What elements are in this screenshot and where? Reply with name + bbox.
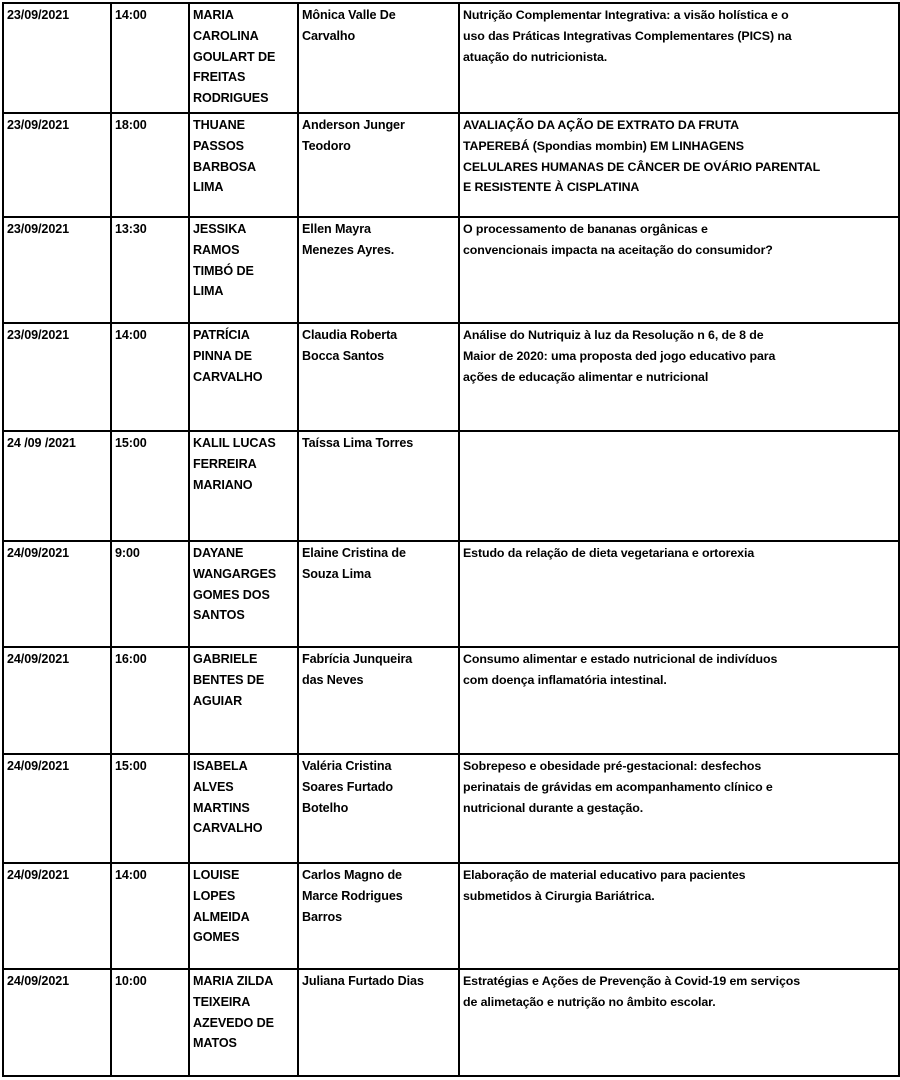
table-row: 23/09/2021 14:00 PATRÍCIA PINNA DE CARVA… bbox=[2, 322, 900, 432]
date-cell: 23/09/2021 bbox=[2, 112, 112, 218]
date-cell: 24/09/2021 bbox=[2, 862, 112, 970]
date-cell: 24/09/2021 bbox=[2, 753, 112, 864]
table-row: 24 /09 /2021 15:00 KALIL LUCAS FERREIRA … bbox=[2, 430, 900, 542]
title-cell: Nutrição Complementar Integrativa: a vis… bbox=[458, 2, 900, 114]
advisor-cell: Taíssa Lima Torres bbox=[297, 430, 460, 542]
student-cell: PATRÍCIA PINNA DE CARVALHO bbox=[188, 322, 299, 432]
time-cell: 14:00 bbox=[110, 322, 190, 432]
title-cell: Sobrepeso e obesidade pré-gestacional: d… bbox=[458, 753, 900, 864]
date-cell: 24/09/2021 bbox=[2, 646, 112, 755]
student-cell: GABRIELE BENTES DE AGUIAR bbox=[188, 646, 299, 755]
date-cell: 23/09/2021 bbox=[2, 322, 112, 432]
date-cell: 24/09/2021 bbox=[2, 968, 112, 1077]
date-cell: 23/09/2021 bbox=[2, 2, 112, 114]
student-cell: ISABELA ALVES MARTINS CARVALHO bbox=[188, 753, 299, 864]
title-cell: O processamento de bananas orgânicas e c… bbox=[458, 216, 900, 324]
title-cell: Elaboração de material educativo para pa… bbox=[458, 862, 900, 970]
table-row: 24/09/2021 16:00 GABRIELE BENTES DE AGUI… bbox=[2, 646, 900, 755]
table-row: 24/09/2021 14:00 LOUISE LOPES ALMEIDA GO… bbox=[2, 862, 900, 970]
time-cell: 9:00 bbox=[110, 540, 190, 648]
title-cell: AVALIAÇÃO DA AÇÃO DE EXTRATO DA FRUTA TA… bbox=[458, 112, 900, 218]
time-cell: 18:00 bbox=[110, 112, 190, 218]
student-cell: KALIL LUCAS FERREIRA MARIANO bbox=[188, 430, 299, 542]
time-cell: 14:00 bbox=[110, 862, 190, 970]
time-cell: 15:00 bbox=[110, 753, 190, 864]
advisor-cell: Ellen Mayra Menezes Ayres. bbox=[297, 216, 460, 324]
advisor-cell: Valéria Cristina Soares Furtado Botelho bbox=[297, 753, 460, 864]
date-cell: 24/09/2021 bbox=[2, 540, 112, 648]
student-cell: THUANE PASSOS BARBOSA LIMA bbox=[188, 112, 299, 218]
time-cell: 16:00 bbox=[110, 646, 190, 755]
title-cell: Análise do Nutriquiz à luz da Resolução … bbox=[458, 322, 900, 432]
advisor-cell: Carlos Magno de Marce Rodrigues Barros bbox=[297, 862, 460, 970]
table-row: 23/09/2021 18:00 THUANE PASSOS BARBOSA L… bbox=[2, 112, 900, 218]
advisor-cell: Juliana Furtado Dias bbox=[297, 968, 460, 1077]
title-cell: Estudo da relação de dieta vegetariana e… bbox=[458, 540, 900, 648]
title-cell: Consumo alimentar e estado nutricional d… bbox=[458, 646, 900, 755]
advisor-cell: Fabrícia Junqueira das Neves bbox=[297, 646, 460, 755]
advisor-cell: Claudia Roberta Bocca Santos bbox=[297, 322, 460, 432]
title-cell bbox=[458, 430, 900, 542]
table-row: 23/09/2021 13:30 JESSIKA RAMOS TIMBÓ DE … bbox=[2, 216, 900, 324]
date-cell: 23/09/2021 bbox=[2, 216, 112, 324]
advisor-cell: Mônica Valle De Carvalho bbox=[297, 2, 460, 114]
time-cell: 15:00 bbox=[110, 430, 190, 542]
time-cell: 13:30 bbox=[110, 216, 190, 324]
table-row: 23/09/2021 14:00 MARIA CAROLINA GOULART … bbox=[2, 2, 900, 114]
time-cell: 10:00 bbox=[110, 968, 190, 1077]
student-cell: MARIA CAROLINA GOULART DE FREITAS RODRIG… bbox=[188, 2, 299, 114]
advisor-cell: Anderson Junger Teodoro bbox=[297, 112, 460, 218]
table-row: 24/09/2021 10:00 MARIA ZILDA TEIXEIRA AZ… bbox=[2, 968, 900, 1077]
student-cell: DAYANE WANGARGES GOMES DOS SANTOS bbox=[188, 540, 299, 648]
advisor-cell: Elaine Cristina de Souza Lima bbox=[297, 540, 460, 648]
date-cell: 24 /09 /2021 bbox=[2, 430, 112, 542]
student-cell: LOUISE LOPES ALMEIDA GOMES bbox=[188, 862, 299, 970]
student-cell: JESSIKA RAMOS TIMBÓ DE LIMA bbox=[188, 216, 299, 324]
time-cell: 14:00 bbox=[110, 2, 190, 114]
title-cell: Estratégias e Ações de Prevenção à Covid… bbox=[458, 968, 900, 1077]
student-cell: MARIA ZILDA TEIXEIRA AZEVEDO DE MATOS bbox=[188, 968, 299, 1077]
table-row: 24/09/2021 9:00 DAYANE WANGARGES GOMES D… bbox=[2, 540, 900, 648]
table-row: 24/09/2021 15:00 ISABELA ALVES MARTINS C… bbox=[2, 753, 900, 864]
